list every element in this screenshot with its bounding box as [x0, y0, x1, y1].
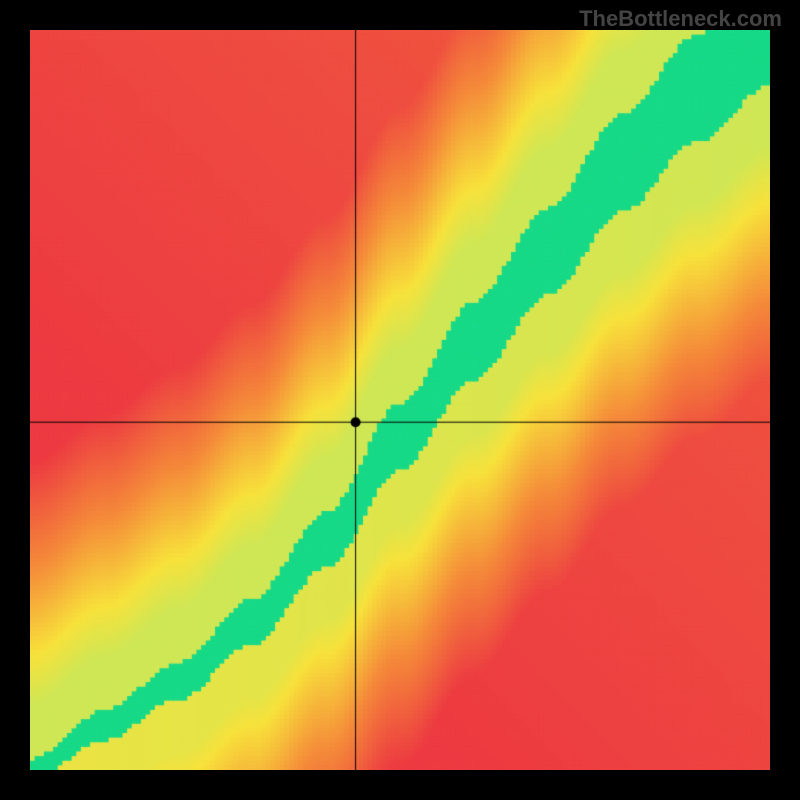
watermark-text: TheBottleneck.com: [579, 6, 782, 32]
chart-container: TheBottleneck.com: [0, 0, 800, 800]
bottleneck-heatmap: [30, 30, 770, 770]
